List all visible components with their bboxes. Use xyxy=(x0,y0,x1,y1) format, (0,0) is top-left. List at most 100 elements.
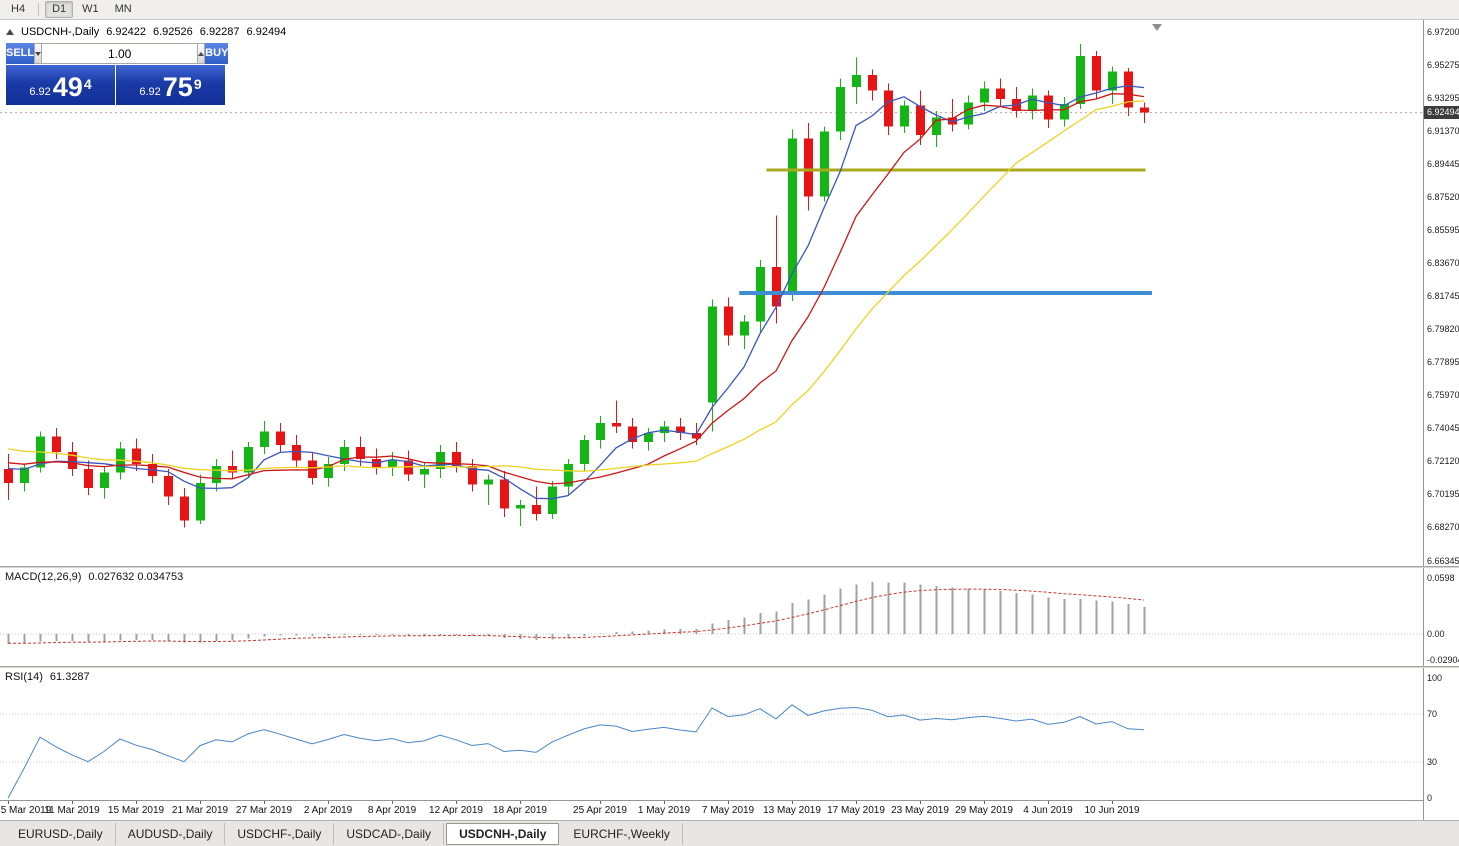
sell-price-display[interactable]: 6.92 49 4 xyxy=(6,65,115,105)
price-scale-label: 6.66345 xyxy=(1427,555,1459,566)
time-axis-label: 25 Apr 2019 xyxy=(573,805,627,816)
timeframe-d1-button[interactable]: D1 xyxy=(45,1,74,18)
time-axis-tick xyxy=(392,801,393,804)
price-scale-label: 6.83670 xyxy=(1427,257,1459,268)
time-axis-label: 4 Jun 2019 xyxy=(1023,805,1073,816)
price-scale-label: 6.93295 xyxy=(1427,92,1459,103)
time-axis-label: 10 Jun 2019 xyxy=(1084,805,1140,816)
macd-scale-label: 0.00 xyxy=(1427,628,1445,639)
price-scale-label: 6.81745 xyxy=(1427,291,1459,301)
price-scale-label: 6.95275 xyxy=(1427,59,1459,70)
macd-indicator-panel[interactable]: MACD(12,26,9) 0.027632 0.034753 xyxy=(0,568,1423,666)
rsi-scale-label: 0 xyxy=(1427,792,1433,803)
time-axis-label: 15 Mar 2019 xyxy=(107,805,165,816)
macd-title: MACD(12,26,9) xyxy=(5,571,82,583)
ohlc-close: 6.92494 xyxy=(246,26,287,38)
time-axis-tick xyxy=(728,801,729,804)
buy-button[interactable]: BUY xyxy=(205,43,229,64)
panel-divider[interactable] xyxy=(0,566,1459,568)
volume-input[interactable] xyxy=(42,43,198,64)
rsi-chart-canvas[interactable] xyxy=(0,668,1423,800)
chart-tab-eurusd-daily[interactable]: EURUSD-,Daily xyxy=(6,822,116,845)
macd-header: MACD(12,26,9) 0.027632 0.034753 xyxy=(5,571,183,583)
time-axis-label: 1 May 2019 xyxy=(637,805,691,816)
volume-increase-button[interactable] xyxy=(197,43,206,64)
price-scale[interactable]: 6.92494 6.97200 6.95275 6.93295 6.91370 6.89… xyxy=(1423,20,1459,820)
ohlc-low: 6.92287 xyxy=(199,26,240,38)
time-axis-label: 7 May 2019 xyxy=(701,805,755,816)
time-axis-tick xyxy=(200,801,201,804)
rsi-title: RSI(14) xyxy=(5,671,43,683)
price-scale-label: 6.70195 xyxy=(1427,489,1459,500)
chart-tab-audusd-daily[interactable]: AUDUSD-,Daily xyxy=(116,822,226,845)
chart-tab-usdcnh-daily[interactable]: USDCNH-,Daily xyxy=(446,822,560,845)
one-click-collapse-icon[interactable] xyxy=(6,29,14,35)
panel-divider[interactable] xyxy=(0,666,1459,668)
time-axis-tick xyxy=(792,801,793,804)
time-axis-label: 11 Mar 2019 xyxy=(44,805,100,816)
chart-window: USDCNH-,Daily 6.92422 6.92526 6.92287 6.… xyxy=(0,20,1459,820)
time-axis-label: 17 May 2019 xyxy=(827,805,885,816)
current-price-badge: 6.92494 xyxy=(1424,106,1459,120)
buy-price-main: 75 xyxy=(162,72,193,102)
sell-price-prefix: 6.92 xyxy=(29,86,51,98)
symbol-ohlc-line: USDCNH-,Daily 6.92422 6.92526 6.92287 6.… xyxy=(6,26,286,38)
time-axis-tick xyxy=(664,801,665,804)
moving-average-10 xyxy=(7,93,1145,485)
time-axis-label: 5 Mar 2019 xyxy=(0,805,52,816)
time-axis-tick xyxy=(600,801,601,804)
time-axis-label: 21 Mar 2019 xyxy=(171,805,229,816)
rsi-scale-label: 30 xyxy=(1427,756,1438,767)
moving-average-20 xyxy=(7,100,1145,472)
timeframe-toolbar: H4 D1 W1 MN xyxy=(0,0,1459,20)
sell-price-pip: 4 xyxy=(83,76,92,92)
time-axis-tick xyxy=(72,801,73,804)
price-scale-label: 6.91370 xyxy=(1427,125,1459,136)
price-scale-label: 6.79820 xyxy=(1427,324,1459,335)
price-scale-label: 6.85595 xyxy=(1427,224,1459,235)
chart-tab-usdcad-daily[interactable]: USDCAD-,Daily xyxy=(334,822,445,845)
price-chart-panel[interactable]: USDCNH-,Daily 6.92422 6.92526 6.92287 6.… xyxy=(0,20,1423,566)
time-axis[interactable]: 5 Mar 2019 11 Mar 2019 15 Mar 2019 21 Mar 2… xyxy=(0,800,1459,820)
time-axis-tick xyxy=(136,801,137,804)
buy-price-prefix: 6.92 xyxy=(139,86,161,98)
buy-price-display[interactable]: 6.92 75 9 xyxy=(116,65,225,105)
chart-shift-icon[interactable] xyxy=(1152,24,1162,31)
macd-signal-line xyxy=(8,588,1145,644)
price-scale-label: 6.97200 xyxy=(1427,26,1459,37)
rsi-scale-label: 100 xyxy=(1427,672,1443,683)
symbol-period-label: USDCNH-,Daily xyxy=(21,26,100,38)
macd-scale-label: 0.0598 xyxy=(1427,572,1455,583)
price-scale-label: 6.75970 xyxy=(1427,390,1459,401)
time-axis-label: 23 May 2019 xyxy=(891,805,949,816)
price-scale-label: 6.74045 xyxy=(1427,423,1459,434)
price-scale-label: 6.72120 xyxy=(1427,456,1459,467)
chart-tabs-bar: EURUSD-,Daily AUDUSD-,Daily USDCHF-,Daily U… xyxy=(0,820,1459,846)
timeframe-h4-button[interactable]: H4 xyxy=(11,3,26,15)
volume-decrease-button[interactable] xyxy=(34,43,43,64)
timeframe-w1-button[interactable]: W1 xyxy=(82,3,99,15)
time-axis-tick xyxy=(456,801,457,804)
macd-scale-label: -0.02904 xyxy=(1427,654,1459,665)
chart-tab-eurchf-weekly[interactable]: EURCHF-,Weekly xyxy=(561,822,683,845)
macd-chart-canvas[interactable] xyxy=(0,568,1423,666)
sell-button[interactable]: SELL xyxy=(6,43,35,64)
price-scale-label: 6.87520 xyxy=(1427,191,1459,202)
time-axis-tick xyxy=(984,801,985,804)
rsi-header: RSI(14) 61.3287 xyxy=(5,671,90,683)
toolbar-separator xyxy=(38,3,40,16)
triangle-up-icon xyxy=(198,51,205,56)
ohlc-open: 6.92422 xyxy=(106,26,146,38)
candlestick-chart-canvas[interactable] xyxy=(0,20,1423,566)
macd-histogram xyxy=(7,582,1146,644)
sell-price-main: 49 xyxy=(52,72,83,102)
price-scale-label: 6.89445 xyxy=(1427,158,1459,169)
rsi-indicator-panel[interactable]: RSI(14) 61.3287 xyxy=(0,668,1423,800)
time-axis-label: 8 Apr 2019 xyxy=(367,805,417,816)
macd-values: 0.027632 0.034753 xyxy=(88,571,184,583)
chart-tab-usdchf-daily[interactable]: USDCHF-,Daily xyxy=(225,822,335,845)
timeframe-mn-button[interactable]: MN xyxy=(114,3,132,15)
rsi-value: 61.3287 xyxy=(49,671,90,683)
time-axis-tick xyxy=(264,801,265,804)
